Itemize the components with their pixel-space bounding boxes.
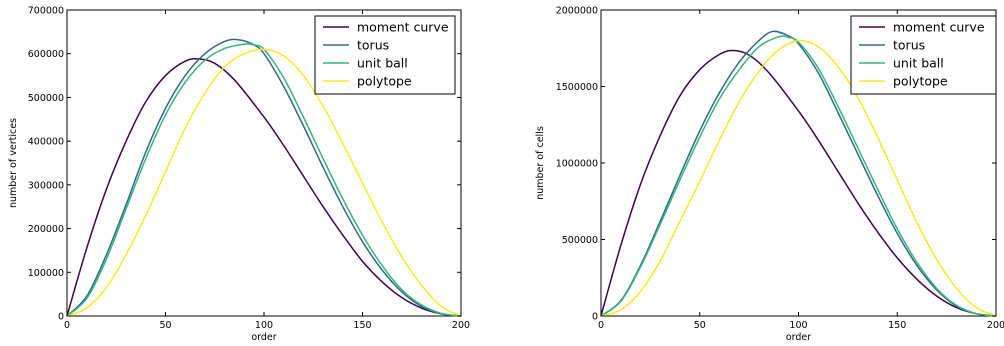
- x-tick-label: 0: [598, 320, 604, 331]
- y-tick-label: 500000: [562, 235, 598, 246]
- y-tick-label: 100000: [28, 268, 64, 279]
- y-axis-label: number of vertices: [8, 118, 19, 208]
- x-tick-label: 200: [987, 320, 1004, 331]
- x-tick-label: 100: [789, 320, 807, 331]
- series-line-3: [66, 43, 462, 317]
- y-tick-label: 0: [592, 312, 598, 323]
- legend-label-1: moment curve: [357, 20, 449, 35]
- x-tick-label: 100: [255, 320, 273, 331]
- legend-label-4: polytope: [357, 74, 412, 89]
- legend: moment curve torus unit ball polytope: [850, 15, 997, 95]
- x-tick-label: 150: [888, 320, 906, 331]
- x-tick-label: 150: [353, 320, 371, 331]
- x-axis-label: order: [786, 332, 811, 343]
- x-tick-label: 50: [694, 320, 706, 331]
- legend-label-2: torus: [357, 38, 389, 53]
- legend: moment curve torus unit ball polytope: [314, 15, 456, 95]
- y-tick-label: 0: [58, 312, 64, 323]
- series-line-4: [600, 39, 997, 317]
- y-tick-label: 700000: [28, 6, 64, 17]
- legend-label-4: polytope: [893, 74, 948, 89]
- chart-panel-2: 0 50 100 150 200 0 500000 1000000 1500000 2000000…: [535, 6, 1004, 344]
- legend-box: [314, 15, 456, 95]
- series-line-1: [600, 49, 997, 317]
- y-tick-label: 200000: [28, 224, 64, 235]
- x-tick-label: 0: [64, 320, 70, 331]
- y-tick-label: 400000: [28, 137, 64, 148]
- y-tick-label: 600000: [28, 49, 64, 60]
- series-line-4: [66, 48, 462, 317]
- x-axis-label: order: [251, 332, 276, 343]
- y-tick-label: 500000: [28, 93, 64, 104]
- y-tick-label: 2000000: [556, 6, 598, 17]
- chart-panel-1: 0 50 100 150 200 0 100000 200000 300000 400000 500…: [8, 6, 470, 344]
- y-tick-label: 300000: [28, 180, 64, 191]
- x-tick-label: 200: [452, 320, 470, 331]
- y-axis-label: number of cells: [535, 126, 546, 200]
- series-line-2: [66, 38, 462, 317]
- legend-label-1: moment curve: [893, 20, 985, 35]
- y-tick-label: 1000000: [556, 159, 598, 170]
- legend-label-3: unit ball: [357, 56, 408, 71]
- series-line-3: [600, 35, 997, 317]
- series-line-1: [66, 58, 462, 317]
- y-tick-label: 1500000: [556, 82, 598, 93]
- legend-label-2: torus: [893, 38, 925, 53]
- x-tick-label: 50: [159, 320, 171, 331]
- legend-label-3: unit ball: [893, 56, 944, 71]
